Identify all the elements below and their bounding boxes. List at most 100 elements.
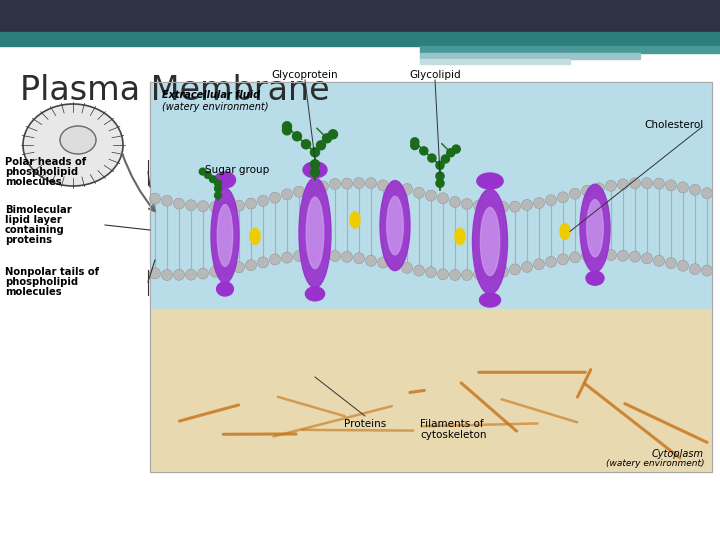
Circle shape bbox=[413, 187, 425, 198]
Circle shape bbox=[330, 179, 341, 190]
Circle shape bbox=[282, 252, 292, 263]
Circle shape bbox=[317, 141, 325, 150]
Circle shape bbox=[678, 260, 688, 271]
Circle shape bbox=[366, 255, 377, 266]
Text: Filaments of: Filaments of bbox=[420, 419, 484, 429]
Circle shape bbox=[390, 181, 400, 192]
Bar bbox=[420, 46, 720, 53]
Ellipse shape bbox=[587, 200, 603, 257]
Circle shape bbox=[282, 122, 292, 131]
Circle shape bbox=[498, 266, 508, 278]
Circle shape bbox=[222, 201, 233, 212]
Circle shape bbox=[606, 249, 616, 260]
Circle shape bbox=[642, 178, 652, 188]
Ellipse shape bbox=[380, 180, 410, 271]
Ellipse shape bbox=[217, 282, 233, 296]
Bar bbox=[420, 59, 570, 64]
Text: (watery environment): (watery environment) bbox=[606, 460, 704, 469]
Bar bbox=[150, 82, 712, 472]
Circle shape bbox=[318, 249, 328, 260]
Circle shape bbox=[222, 264, 233, 275]
Circle shape bbox=[282, 189, 292, 200]
Text: Glycoprotein: Glycoprotein bbox=[271, 70, 338, 80]
Circle shape bbox=[570, 252, 580, 263]
Ellipse shape bbox=[480, 207, 500, 275]
Circle shape bbox=[318, 181, 328, 192]
Circle shape bbox=[161, 195, 173, 206]
Ellipse shape bbox=[305, 287, 325, 301]
Circle shape bbox=[197, 268, 209, 279]
Circle shape bbox=[233, 262, 245, 273]
Circle shape bbox=[665, 180, 677, 191]
Circle shape bbox=[438, 269, 449, 280]
Circle shape bbox=[557, 192, 569, 203]
Circle shape bbox=[629, 251, 641, 262]
Circle shape bbox=[328, 130, 338, 139]
Ellipse shape bbox=[250, 228, 260, 244]
Circle shape bbox=[582, 185, 593, 196]
Circle shape bbox=[377, 257, 389, 268]
Circle shape bbox=[449, 197, 461, 207]
Circle shape bbox=[341, 251, 353, 262]
Circle shape bbox=[521, 261, 533, 273]
Circle shape bbox=[197, 201, 209, 212]
Text: molecules: molecules bbox=[5, 287, 62, 297]
Circle shape bbox=[390, 260, 400, 271]
Circle shape bbox=[654, 255, 665, 266]
Circle shape bbox=[690, 264, 701, 275]
Circle shape bbox=[546, 256, 557, 267]
Circle shape bbox=[582, 250, 593, 261]
Circle shape bbox=[323, 134, 331, 143]
Ellipse shape bbox=[387, 197, 403, 255]
Text: lipid layer: lipid layer bbox=[5, 215, 62, 225]
Circle shape bbox=[233, 200, 245, 211]
Ellipse shape bbox=[215, 172, 235, 188]
Circle shape bbox=[305, 184, 317, 194]
Circle shape bbox=[557, 254, 569, 265]
Circle shape bbox=[294, 186, 305, 197]
Circle shape bbox=[498, 201, 508, 213]
Circle shape bbox=[485, 201, 497, 212]
Text: Glycolipid: Glycolipid bbox=[409, 70, 461, 80]
Circle shape bbox=[474, 200, 485, 211]
Circle shape bbox=[161, 269, 173, 281]
Circle shape bbox=[593, 249, 605, 260]
Ellipse shape bbox=[455, 228, 465, 245]
Text: Cytoplasm: Cytoplasm bbox=[652, 449, 704, 459]
Circle shape bbox=[246, 198, 256, 209]
Circle shape bbox=[446, 148, 455, 157]
Circle shape bbox=[210, 176, 216, 183]
Circle shape bbox=[302, 140, 310, 149]
Ellipse shape bbox=[472, 189, 508, 294]
Text: Plasma Membrane: Plasma Membrane bbox=[20, 74, 330, 107]
Circle shape bbox=[436, 161, 444, 170]
Circle shape bbox=[449, 269, 461, 280]
Circle shape bbox=[269, 192, 281, 203]
Circle shape bbox=[436, 179, 444, 187]
Ellipse shape bbox=[586, 271, 604, 285]
Ellipse shape bbox=[580, 184, 610, 272]
Ellipse shape bbox=[211, 188, 239, 283]
Ellipse shape bbox=[217, 205, 233, 266]
Circle shape bbox=[690, 184, 701, 195]
Ellipse shape bbox=[299, 178, 331, 288]
Circle shape bbox=[354, 178, 364, 188]
Circle shape bbox=[485, 268, 497, 279]
Circle shape bbox=[452, 145, 460, 153]
Circle shape bbox=[701, 188, 713, 199]
Circle shape bbox=[215, 180, 222, 187]
Ellipse shape bbox=[560, 224, 570, 239]
Circle shape bbox=[174, 269, 184, 280]
Circle shape bbox=[462, 269, 472, 280]
Circle shape bbox=[366, 178, 377, 188]
Text: molecules: molecules bbox=[5, 177, 62, 187]
Circle shape bbox=[150, 268, 161, 279]
Bar bbox=[420, 53, 640, 59]
Circle shape bbox=[534, 259, 544, 270]
Circle shape bbox=[654, 178, 665, 189]
Circle shape bbox=[330, 251, 341, 261]
Text: (watery environment): (watery environment) bbox=[162, 102, 269, 112]
Circle shape bbox=[521, 199, 533, 211]
Circle shape bbox=[462, 199, 472, 210]
Circle shape bbox=[354, 253, 364, 264]
